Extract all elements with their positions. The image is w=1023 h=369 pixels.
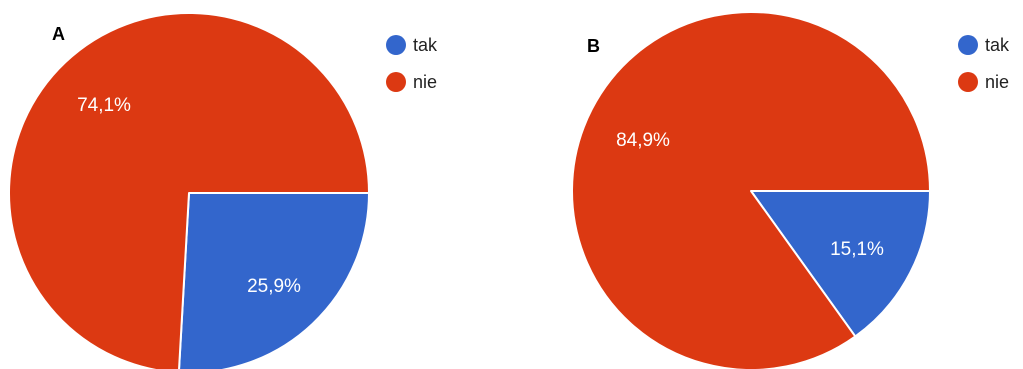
- slice-label-b-tak: 15,1%: [830, 239, 884, 260]
- legend-label-b-nie: nie: [985, 72, 1009, 92]
- legend-swatch-a-nie: [386, 72, 406, 92]
- slice-label-b-nie: 84,9%: [616, 130, 670, 151]
- pie-slice-a-nie[interactable]: [8, 12, 370, 369]
- pie-slice-a-tak[interactable]: [178, 192, 370, 369]
- legend-label-b-tak: tak: [985, 35, 1010, 55]
- pie-b-labels: 15,1% 84,9%: [616, 130, 884, 260]
- legend-swatch-b-nie: [958, 72, 978, 92]
- legend-item-b-nie[interactable]: nie: [958, 72, 1009, 92]
- chart-panel-b: B 15,1% 84,9% tak nie: [571, 11, 1010, 369]
- pie-a: [8, 12, 370, 369]
- legend-swatch-a-tak: [386, 35, 406, 55]
- pie-slice-b-tak[interactable]: [750, 190, 931, 338]
- legend-item-b-tak[interactable]: tak: [958, 35, 1010, 55]
- legend-item-a-tak[interactable]: tak: [386, 35, 438, 55]
- legend-a: tak nie: [386, 35, 438, 92]
- chart-panel-a: A 25,9% 74,1% tak nie: [8, 12, 438, 369]
- legend-swatch-b-tak: [958, 35, 978, 55]
- pie-a-labels: 25,9% 74,1%: [77, 95, 301, 297]
- panel-letter-a: A: [52, 24, 65, 44]
- slice-label-a-nie: 74,1%: [77, 95, 131, 116]
- legend-label-a-nie: nie: [413, 72, 437, 92]
- legend-label-a-tak: tak: [413, 35, 438, 55]
- panel-letter-b: B: [587, 36, 600, 56]
- legend-b: tak nie: [958, 35, 1010, 92]
- slice-label-a-tak: 25,9%: [247, 276, 301, 297]
- pie-slice-b-nie[interactable]: [571, 11, 931, 369]
- legend-item-a-nie[interactable]: nie: [386, 72, 437, 92]
- pie-b: [571, 11, 931, 369]
